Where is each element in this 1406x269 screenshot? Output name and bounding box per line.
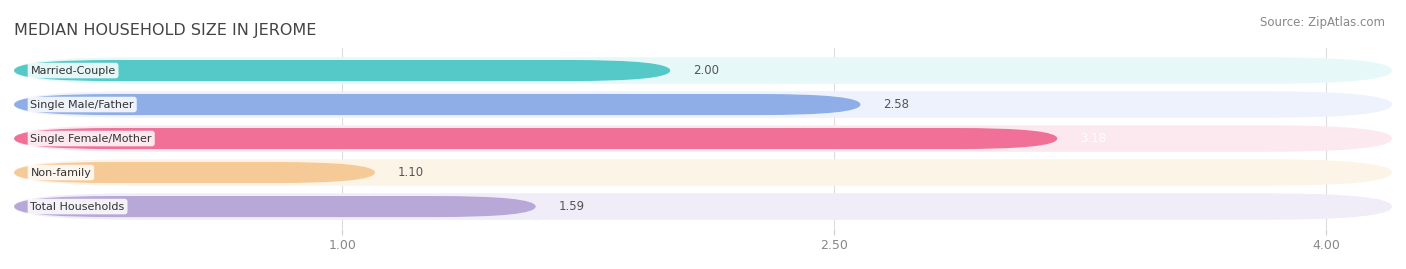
- FancyBboxPatch shape: [14, 60, 671, 81]
- Text: Single Female/Mother: Single Female/Mother: [31, 133, 152, 144]
- FancyBboxPatch shape: [14, 128, 1057, 149]
- FancyBboxPatch shape: [14, 162, 375, 183]
- Text: MEDIAN HOUSEHOLD SIZE IN JEROME: MEDIAN HOUSEHOLD SIZE IN JEROME: [14, 23, 316, 38]
- FancyBboxPatch shape: [14, 57, 1392, 84]
- Text: Total Households: Total Households: [31, 201, 125, 211]
- Text: 2.00: 2.00: [693, 64, 718, 77]
- Text: Single Male/Father: Single Male/Father: [31, 100, 134, 109]
- FancyBboxPatch shape: [14, 94, 860, 115]
- Text: 3.18: 3.18: [1080, 132, 1107, 145]
- Text: Non-family: Non-family: [31, 168, 91, 178]
- FancyBboxPatch shape: [14, 159, 1392, 186]
- Text: 1.10: 1.10: [398, 166, 425, 179]
- FancyBboxPatch shape: [14, 91, 1392, 118]
- Text: 2.58: 2.58: [883, 98, 910, 111]
- Text: Married-Couple: Married-Couple: [31, 66, 115, 76]
- Text: 1.59: 1.59: [558, 200, 585, 213]
- Text: Source: ZipAtlas.com: Source: ZipAtlas.com: [1260, 16, 1385, 29]
- FancyBboxPatch shape: [14, 125, 1392, 152]
- FancyBboxPatch shape: [14, 193, 1392, 220]
- FancyBboxPatch shape: [14, 196, 536, 217]
